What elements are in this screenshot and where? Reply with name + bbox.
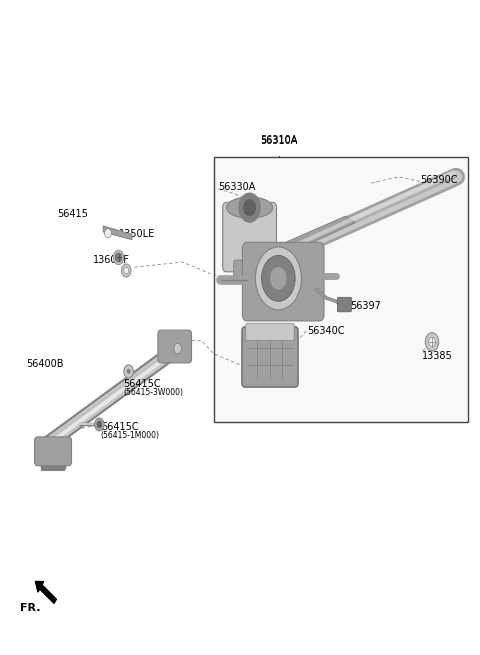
Text: 56415C: 56415C [123,379,161,390]
Circle shape [262,255,295,301]
Text: (56415-1M000): (56415-1M000) [101,431,160,440]
Circle shape [97,421,102,428]
Circle shape [255,247,301,310]
Text: 56415C: 56415C [101,422,138,432]
Circle shape [127,369,131,374]
Text: FR.: FR. [20,603,41,613]
Circle shape [121,264,131,277]
Circle shape [244,200,255,215]
Circle shape [124,267,129,274]
Text: 56397: 56397 [350,301,381,311]
Text: 56415: 56415 [58,209,88,219]
FancyBboxPatch shape [35,437,72,466]
FancyBboxPatch shape [246,324,294,341]
Circle shape [113,250,124,265]
FancyArrow shape [36,582,56,603]
Circle shape [429,337,435,346]
Circle shape [174,343,181,354]
Text: 56310A: 56310A [261,136,298,146]
Polygon shape [269,250,295,275]
Circle shape [105,229,111,238]
Text: 56400B: 56400B [26,358,64,369]
Text: 1360CF: 1360CF [93,255,130,265]
Text: 56340C: 56340C [307,326,345,336]
FancyBboxPatch shape [234,260,265,277]
FancyBboxPatch shape [337,297,351,312]
FancyBboxPatch shape [242,327,298,387]
Circle shape [115,253,122,262]
Bar [214,157,468,422]
Text: 56310A: 56310A [261,136,298,145]
FancyBboxPatch shape [158,330,192,363]
Text: (56415-3W000): (56415-3W000) [123,388,183,398]
FancyBboxPatch shape [242,242,324,321]
Polygon shape [103,226,132,240]
Circle shape [95,418,104,431]
Text: 56330A: 56330A [218,181,256,192]
Circle shape [270,267,287,290]
Text: 13385: 13385 [422,351,453,362]
Text: 56390C: 56390C [420,175,457,185]
Text: 1350LE: 1350LE [119,229,155,239]
Circle shape [124,365,133,378]
Circle shape [239,193,260,222]
FancyBboxPatch shape [223,202,276,272]
Polygon shape [286,216,355,250]
Circle shape [425,333,439,351]
Ellipse shape [227,197,273,218]
